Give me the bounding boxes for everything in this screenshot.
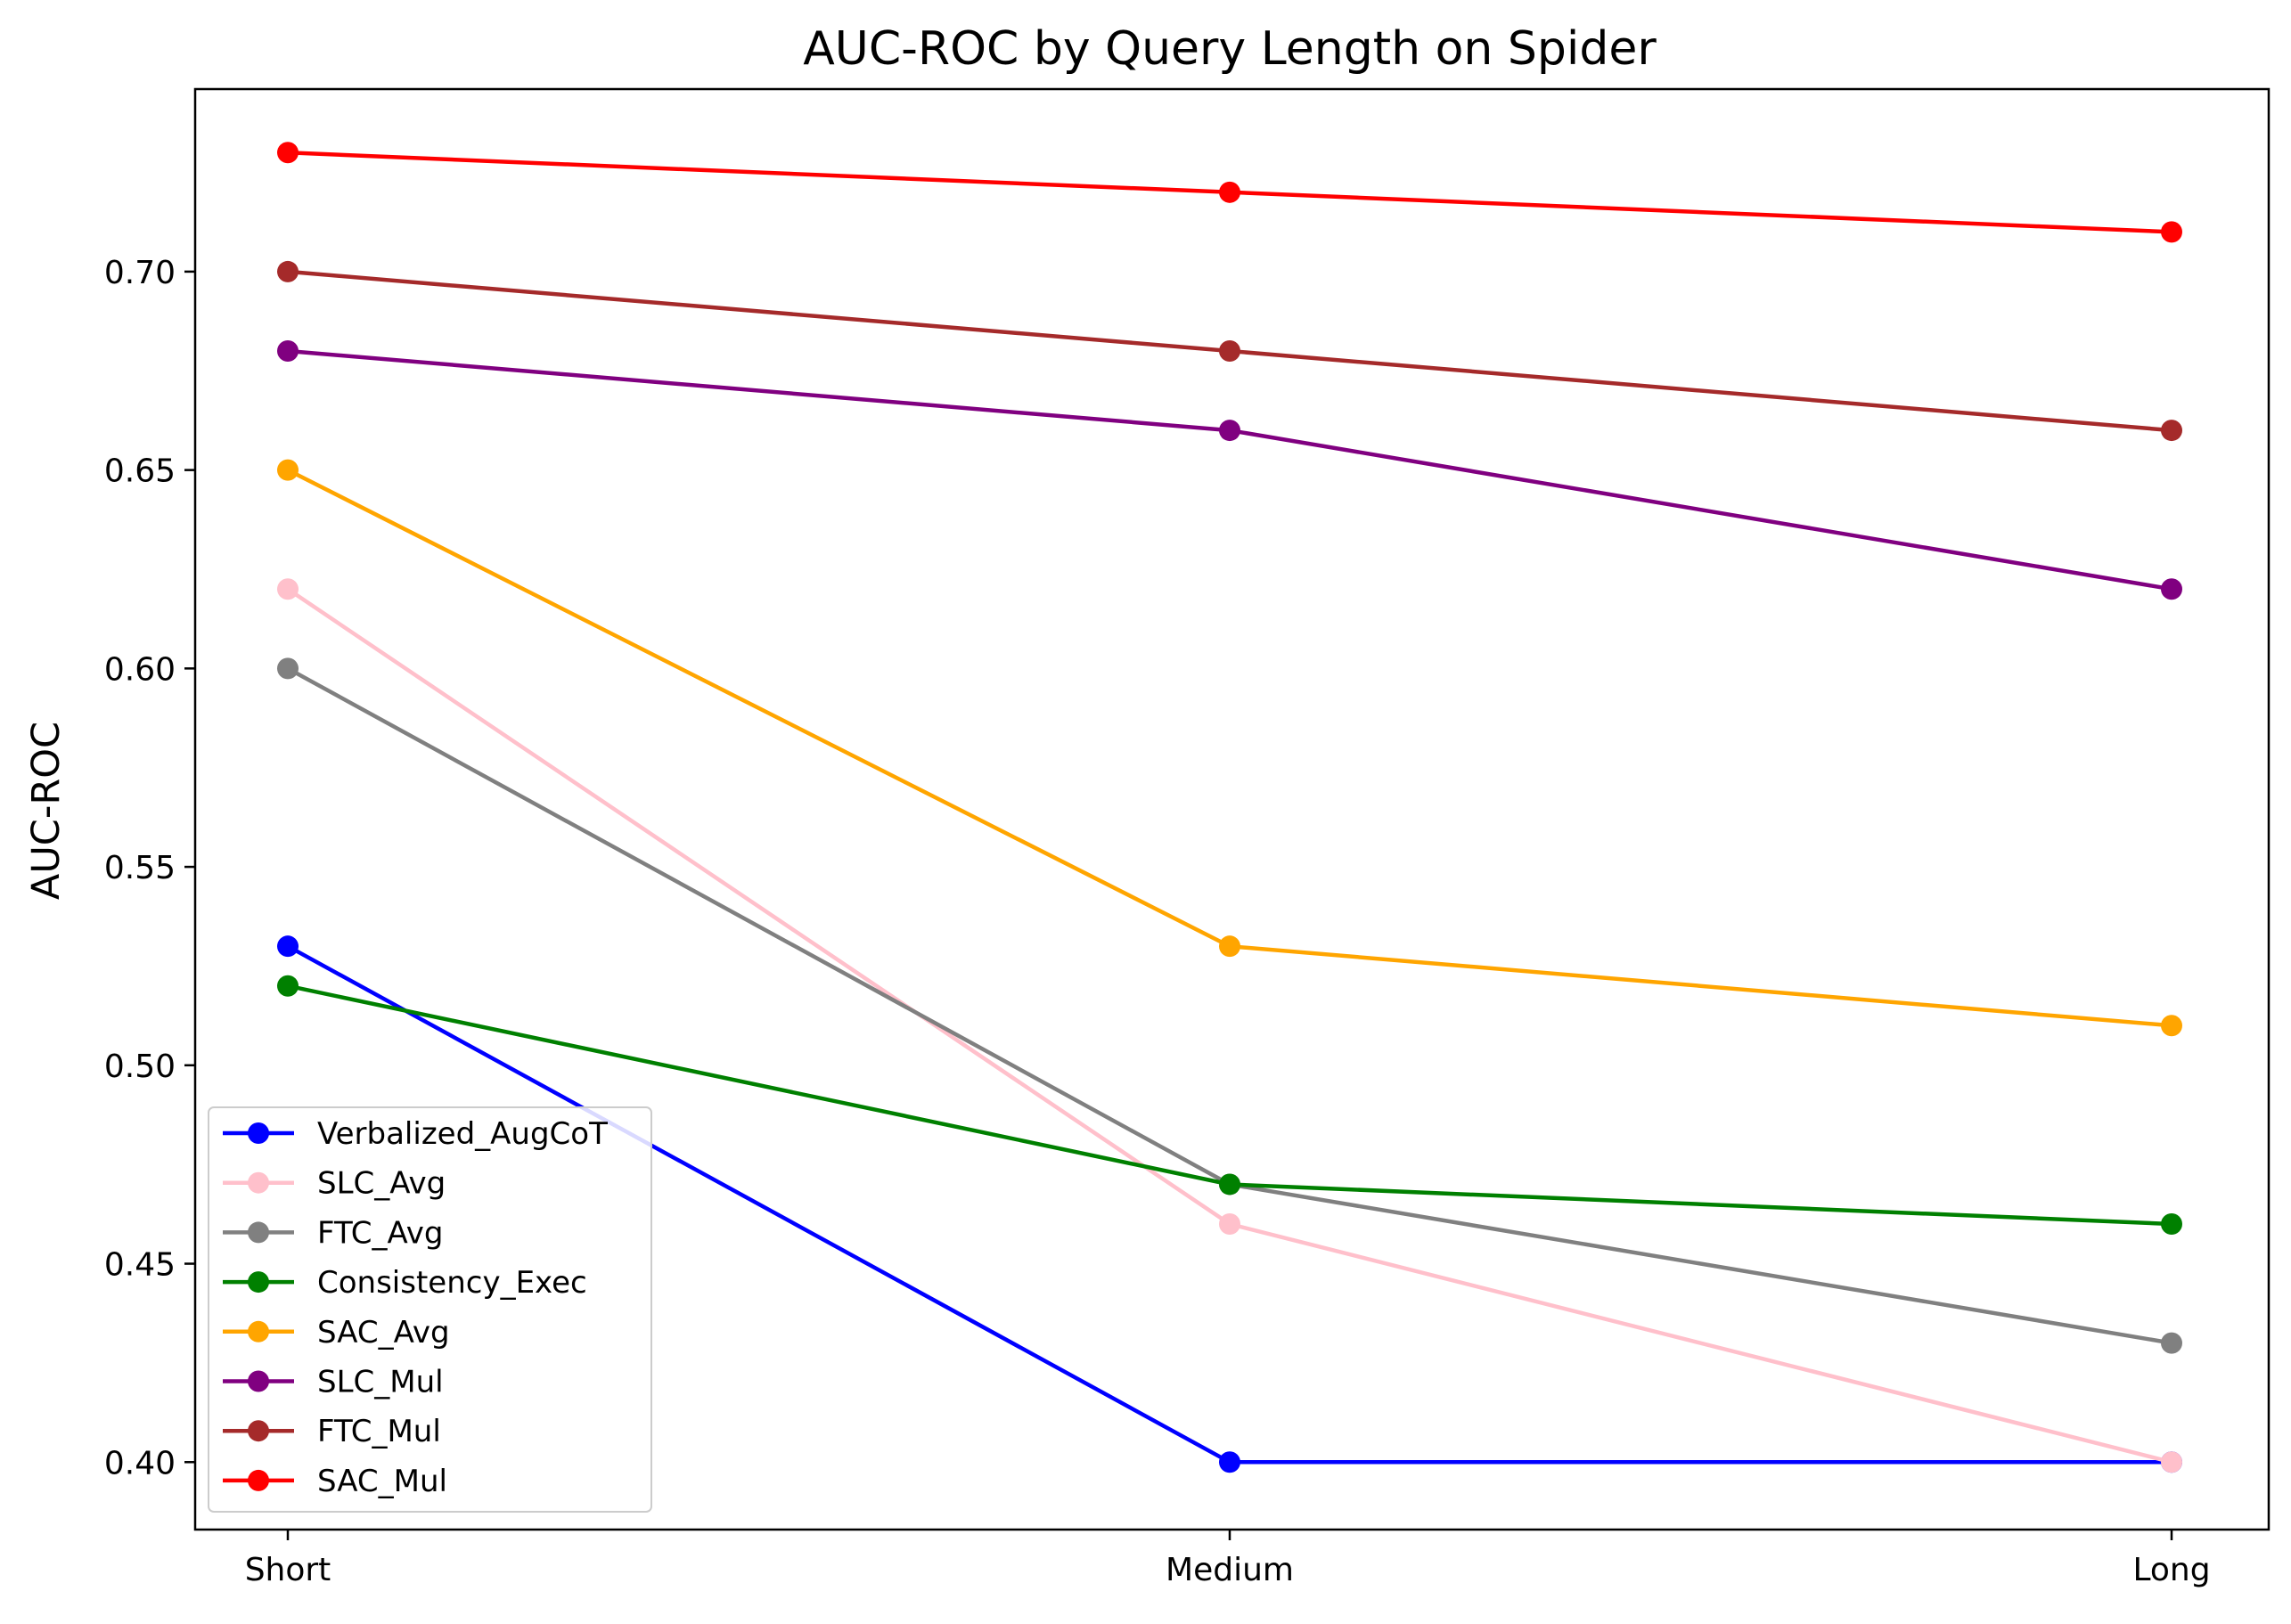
- series-point-5-1: [1219, 420, 1240, 442]
- legend-label: Verbalized_AugCoT: [317, 1116, 608, 1152]
- series-point-7-0: [277, 142, 299, 164]
- plot-area: Short Medium Long 0.40 0.45 0.50 0.55 0.60 0.65 0…: [104, 87, 2271, 1588]
- legend-marker-3: [248, 1271, 269, 1293]
- series-point-0-1: [1219, 1451, 1240, 1473]
- legend-marker-4: [248, 1320, 269, 1342]
- y-tick-label: 0.70: [104, 255, 176, 291]
- y-tick-label: 0.40: [104, 1445, 176, 1481]
- legend-marker-0: [248, 1122, 269, 1144]
- legend-label: SLC_Avg: [317, 1166, 446, 1202]
- y-axis-label: AUC-ROC: [24, 722, 69, 900]
- series-point-6-2: [2161, 420, 2182, 442]
- chart-title: AUC-ROC by Query Length on Spider: [803, 22, 1657, 76]
- legend-label: FTC_Mul: [317, 1414, 441, 1449]
- legend-label: SAC_Avg: [317, 1315, 450, 1351]
- series-point-3-0: [277, 975, 299, 997]
- series-point-0-0: [277, 935, 299, 958]
- series-point-7-2: [2161, 221, 2182, 243]
- series-point-3-1: [1219, 1173, 1240, 1196]
- series-point-4-0: [277, 459, 299, 481]
- series-point-1-2: [2161, 1451, 2182, 1473]
- y-tick-label: 0.60: [104, 651, 176, 688]
- x-tick-label: Medium: [1166, 1552, 1294, 1588]
- legend-marker-7: [248, 1469, 269, 1491]
- series-point-6-0: [277, 260, 299, 282]
- y-tick-label: 0.65: [104, 453, 176, 490]
- series-point-2-2: [2161, 1332, 2182, 1354]
- series-point-4-2: [2161, 1015, 2182, 1037]
- series-point-5-2: [2161, 578, 2182, 600]
- legend-label: SAC_Mul: [317, 1464, 447, 1499]
- series-point-2-0: [277, 657, 299, 680]
- legend-marker-6: [248, 1420, 269, 1442]
- y-tick-label: 0.55: [104, 850, 176, 886]
- legend-box: [208, 1106, 652, 1513]
- legend-label: FTC_Avg: [317, 1215, 443, 1251]
- series-point-3-2: [2161, 1213, 2182, 1235]
- legend-label: Consistency_Exec: [317, 1265, 587, 1301]
- legend-marker-5: [248, 1370, 269, 1392]
- series-point-7-1: [1219, 181, 1240, 203]
- legend-marker-1: [248, 1171, 269, 1194]
- legend-label: SLC_Mul: [317, 1365, 444, 1400]
- y-tick-label: 0.45: [104, 1247, 176, 1284]
- legend: Verbalized_AugCoT SLC_Avg FTC_Avg Consisten…: [208, 1106, 652, 1513]
- series-point-4-1: [1219, 935, 1240, 958]
- series-point-6-1: [1219, 340, 1240, 362]
- y-tick-label: 0.50: [104, 1049, 176, 1085]
- axes-frame: [193, 87, 2271, 1531]
- legend-marker-2: [248, 1221, 269, 1244]
- series-point-1-0: [277, 578, 299, 600]
- series-point-1-1: [1219, 1213, 1240, 1235]
- x-tick-label: Long: [2132, 1552, 2210, 1588]
- x-tick-label: Short: [245, 1552, 331, 1588]
- series-point-5-0: [277, 340, 299, 362]
